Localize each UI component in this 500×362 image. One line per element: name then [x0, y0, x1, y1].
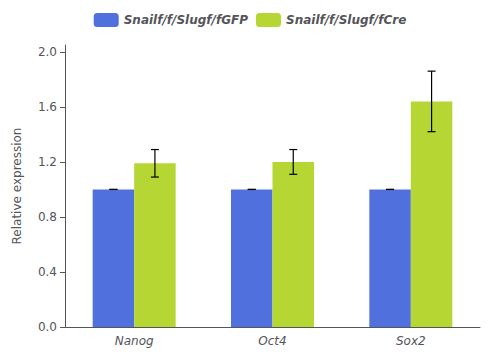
- svg-text:Oct4: Oct4: [258, 334, 286, 348]
- svg-text:0.4: 0.4: [38, 265, 57, 279]
- svg-text:1.2: 1.2: [38, 155, 57, 169]
- svg-text:Nanog: Nanog: [115, 334, 154, 348]
- svg-text:1.6: 1.6: [38, 100, 57, 114]
- svg-text:Relative expression: Relative expression: [10, 128, 24, 245]
- svg-text:Snailf/f/Slugf/fGFP: Snailf/f/Slugf/fGFP: [124, 13, 248, 27]
- svg-text:0.0: 0.0: [38, 320, 57, 334]
- svg-text:2.0: 2.0: [38, 45, 57, 59]
- svg-text:Sox2: Sox2: [396, 334, 426, 348]
- svg-text:0.8: 0.8: [38, 210, 57, 224]
- svg-text:Snailf/f/Slugf/fCre: Snailf/f/Slugf/fCre: [286, 13, 406, 27]
